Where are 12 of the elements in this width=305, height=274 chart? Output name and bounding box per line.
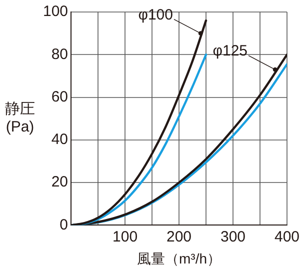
y-tick-label: 40 (51, 131, 68, 148)
y-tick-label: 20 (51, 174, 68, 191)
x-tick-label: 100 (112, 228, 138, 246)
y-tick-label: 100 (42, 3, 68, 20)
x-tick-label: 200 (166, 228, 192, 246)
x-axis-title: 風量（m³/h） (137, 250, 222, 266)
x-tick-label: 400 (274, 228, 300, 246)
y-tick-label: 60 (51, 88, 68, 106)
y-axis-title: 静圧 (Pa) (5, 100, 35, 136)
y-tick-label: 80 (51, 46, 68, 63)
y-tick-label: 0 (60, 216, 68, 234)
x-tick-label: 300 (220, 228, 246, 246)
